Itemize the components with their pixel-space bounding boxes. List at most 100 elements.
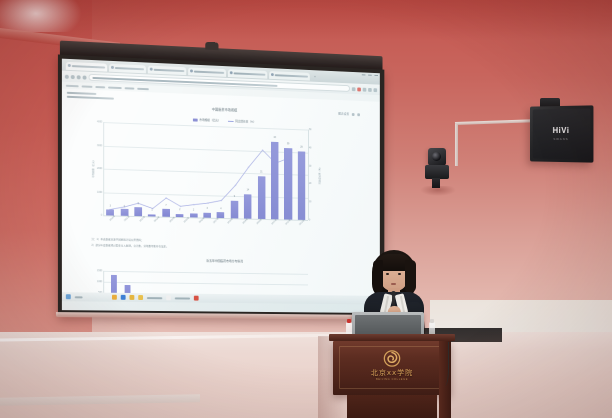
bar-value: 14 (246, 189, 250, 192)
legend-item-line: 同比增长率（%） (228, 119, 256, 124)
water-bottle-white-cap (429, 319, 435, 342)
podium: 北京xx学院 BEIJING COLLEGE (329, 334, 455, 418)
browser-tab-2[interactable]: 中国统计年鉴 (147, 65, 187, 75)
bookmark-star-icon[interactable] (351, 86, 356, 91)
tab-label: 统计报表 (114, 66, 145, 70)
presenter-hair-left (373, 260, 383, 292)
legend-swatch-line (228, 120, 234, 122)
taskbar-item-label[interactable]: 演示文稿 (146, 296, 163, 299)
podium-logo-icon (383, 350, 401, 367)
bar-value: 30 (286, 143, 290, 146)
ceiling-shade (0, 0, 612, 40)
bar-value: 1 (151, 209, 153, 212)
chart-1-bars: 3 4 6 1 7 2 2 3 4 9 14 2 (103, 122, 308, 220)
new-tab-button[interactable]: + (313, 74, 316, 79)
browser-window[interactable]: 数据分析平台 统计报表 中国统计年鉴 国家数据 (61, 58, 380, 313)
bar-item: 30 (281, 129, 294, 220)
home-icon[interactable] (82, 75, 87, 80)
browser-tab-3[interactable]: 国家数据 (188, 66, 227, 77)
bar-item: 29 (295, 129, 308, 220)
browser-tab-5[interactable]: 市场分析数据库 (269, 70, 310, 81)
presenter-hair-right (405, 260, 416, 293)
bookmark-item[interactable]: 数据中心 (65, 84, 79, 87)
tab-label: 国家数据 (193, 70, 225, 74)
camera-mount (425, 165, 449, 179)
screen-case-knob (205, 41, 219, 51)
bar-item: 21 (255, 128, 268, 220)
bar-item: 4 (117, 123, 131, 216)
tab-favicon (271, 73, 274, 77)
taskbar-item-folder-icon[interactable] (129, 294, 135, 300)
bar-item: 3 (200, 126, 214, 218)
back-icon[interactable] (64, 74, 69, 79)
tab-label: 行业研究报告 (233, 71, 266, 76)
taskbar-item-browser-icon[interactable] (120, 294, 126, 300)
podium-institution-subtitle: BEIJING COLLEGE (375, 378, 409, 381)
y-tick: 1500 (96, 269, 103, 273)
profile-icon[interactable] (368, 87, 372, 92)
taskbar-item-ppt-icon[interactable] (166, 295, 171, 301)
chart-1-y2-ticks: 0 10 20 30 40 50 (308, 128, 320, 221)
bookmark-item[interactable]: 资料库 (108, 86, 122, 89)
bar-item: 2 (187, 125, 201, 218)
tab-favicon (67, 63, 71, 68)
podium-front-panel: 北京xx学院 BEIJING COLLEGE (333, 341, 451, 395)
screen-surface: 数据分析平台 统计报表 中国统计年鉴 国家数据 (61, 58, 380, 314)
bookmark-item[interactable]: 工具 (137, 87, 149, 90)
fullscreen-icon[interactable] (357, 112, 360, 116)
camera-shadow (420, 186, 456, 196)
chart-note-1: 注：1）本表数据来源于国家统计局公开资料； (91, 237, 144, 242)
y-tick: 4000 (96, 120, 103, 124)
projection-screen: 数据分析平台 统计报表 中国统计年鉴 国家数据 (48, 40, 393, 323)
chart-1-x-ticks: 2010年 2011年 2012年 2013年 2014年 2015年 2016… (103, 215, 308, 233)
bottle-cap (430, 319, 434, 323)
taskbar-item-shop-icon[interactable] (193, 295, 199, 301)
window-controls[interactable] (361, 74, 379, 77)
taskbar-item-explorer-icon[interactable] (111, 294, 117, 300)
page-header: 数据来源：国家统计局 更新时间：2023年11月 (66, 91, 114, 101)
y-tick: 3000 (96, 143, 103, 147)
y2-tick: 40 (308, 146, 312, 150)
browser-tab-0[interactable]: 数据分析平台 (65, 61, 108, 72)
podium-desktop (329, 334, 455, 341)
ptz-camera (428, 148, 446, 166)
os-taskbar[interactable]: 开始 演示文稿 购物助手 (61, 292, 380, 305)
bar-item: 4 (214, 126, 228, 219)
chart-toolbar[interactable]: 图表设置 (338, 112, 360, 117)
y-tick: 0 (101, 303, 102, 304)
bookmark-item[interactable]: 统计局 (81, 84, 93, 88)
extensions-icon[interactable] (362, 87, 367, 92)
chart-note-2: 2）部分年度数据经过四舍五入处理，合计数、分项数可能存在误差。 (91, 243, 169, 249)
extension-badge-icon[interactable] (357, 87, 361, 91)
taskbar-item-label[interactable]: 购物助手 (174, 296, 191, 300)
legend-label: 同比增长率（%） (235, 119, 256, 124)
bookmark-item[interactable]: 文献 (124, 86, 135, 90)
bar-item: 2 (173, 125, 187, 218)
download-icon[interactable] (351, 112, 355, 116)
start-button-icon[interactable] (65, 294, 71, 300)
bar-value: 7 (165, 204, 167, 207)
legend-swatch-bar (193, 118, 198, 122)
y2-tick: 30 (308, 164, 312, 168)
y-tick: 0 (100, 213, 103, 217)
browser-tab-1[interactable]: 统计报表 (109, 63, 146, 73)
bar-item: 14 (241, 127, 254, 219)
taskbar-item-doc-icon[interactable] (138, 295, 144, 301)
forward-icon[interactable] (70, 74, 75, 79)
light-reflection (0, 0, 82, 32)
y2-tick: 50 (308, 128, 312, 132)
presenter-hair-front (377, 254, 411, 271)
minimize-icon[interactable] (361, 74, 366, 76)
y-tick: 1000 (96, 280, 103, 284)
menu-icon[interactable] (373, 87, 378, 92)
bookmark-item[interactable]: 年鉴 (95, 85, 106, 88)
bar-value: 3 (206, 208, 208, 211)
bar-item: 9 (228, 127, 242, 219)
maximize-icon[interactable] (368, 74, 372, 76)
reload-icon[interactable] (76, 74, 81, 79)
microphone-icon (392, 294, 395, 310)
taskbar-search[interactable]: 开始 (74, 295, 83, 298)
browser-tab-4[interactable]: 行业研究报告 (227, 68, 268, 79)
close-icon[interactable] (374, 74, 379, 77)
